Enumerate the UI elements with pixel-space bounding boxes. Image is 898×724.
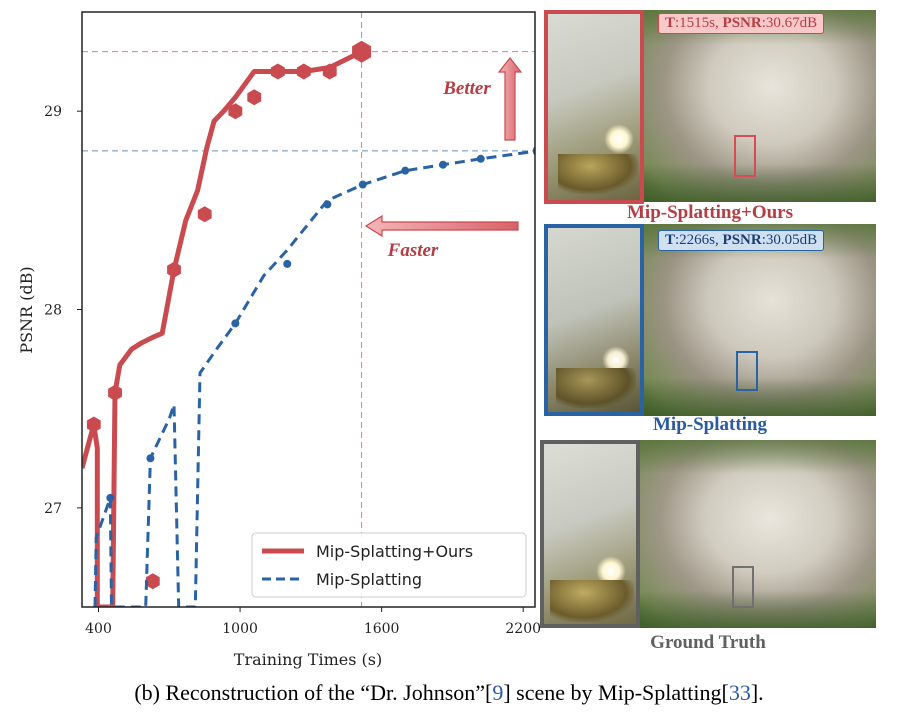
data-point-mip <box>476 154 485 163</box>
x-axis-label: Training Times (s) <box>234 650 382 669</box>
crop-image-mip <box>544 224 644 416</box>
legend-label-ours: Mip-Splatting+Ours <box>316 542 473 561</box>
y-tick-label: 29 <box>44 104 62 120</box>
better-arrow <box>497 57 523 141</box>
data-point-mip <box>438 160 447 169</box>
scene-image-mip: T:2266s, PSNR:30.05dB <box>644 224 876 416</box>
panel-gt <box>540 440 876 628</box>
caption-text-prefix: (b) Reconstruction of the “Dr. Johnson”[ <box>134 680 493 705</box>
x-tick-label: 1000 <box>222 621 258 637</box>
caption-text-middle: ] scene by Mip-Splatting[ <box>503 680 729 705</box>
data-point-mip <box>323 200 332 209</box>
crop-image-gt <box>540 440 640 628</box>
data-point-ours <box>86 416 101 433</box>
badge-ours: T:1515s, PSNR:30.67dB <box>658 13 825 34</box>
faster-annotation: Faster <box>387 240 439 261</box>
psnr-training-time-chart: 400 1000 1600 2200 27 28 29 PSNR (dB) Training… <box>17 11 541 669</box>
crop-image-ours <box>544 10 644 204</box>
label-mip: Mip-Splatting <box>652 414 768 435</box>
chandelier-icon <box>556 368 636 408</box>
better-annotation: Better <box>442 78 491 99</box>
panel-ours: T:1515s, PSNR:30.67dB <box>544 10 876 204</box>
data-point-mip <box>283 259 292 268</box>
chart-legend: Mip-Splatting+Ours Mip-Splatting <box>251 532 527 598</box>
data-point-ours <box>322 63 337 80</box>
data-point-ours <box>352 40 372 63</box>
data-point-mip <box>146 454 155 463</box>
x-tick-label: 2200 <box>505 621 541 637</box>
figure-caption: (b) Reconstruction of the “Dr. Johnson”[… <box>0 680 898 706</box>
data-point-ours <box>167 261 181 278</box>
legend-label-mip: Mip-Splatting <box>316 570 422 589</box>
crop-box-ours <box>734 135 756 177</box>
y-tick-label: 28 <box>44 303 62 319</box>
caption-text-suffix: ]. <box>750 680 764 705</box>
data-point-ours <box>247 89 262 106</box>
data-point-mip <box>358 180 367 189</box>
label-ours: Mip-Splatting+Ours <box>626 202 794 223</box>
chandelier-icon <box>550 580 634 622</box>
citation-link-9[interactable]: 9 <box>492 680 504 705</box>
series-line-ours <box>82 49 363 607</box>
y-tick-label: 27 <box>44 501 62 517</box>
label-gt: Ground Truth <box>650 632 766 653</box>
x-tick-label: 400 <box>85 621 112 637</box>
badge-mip: T:2266s, PSNR:30.05dB <box>658 230 825 251</box>
series-line-mip <box>93 149 535 607</box>
data-point-ours <box>197 206 212 223</box>
crop-box-gt <box>732 566 754 608</box>
data-point-ours <box>228 103 243 120</box>
panel-mip: T:2266s, PSNR:30.05dB <box>544 224 876 416</box>
y-axis-label: PSNR (dB) <box>17 266 36 353</box>
data-point-ours <box>296 63 311 80</box>
data-point-ours <box>145 573 160 590</box>
faster-arrow <box>364 214 519 238</box>
data-point-mip <box>106 493 115 502</box>
scene-image-ours: T:1515s, PSNR:30.67dB <box>644 10 876 202</box>
scene-image-gt <box>640 440 876 628</box>
data-point-ours <box>108 384 122 401</box>
x-tick-label: 1600 <box>364 621 400 637</box>
chandelier-icon <box>558 154 638 194</box>
data-point-mip <box>401 166 410 175</box>
data-point-ours <box>270 63 285 80</box>
candle-glow-icon <box>604 124 634 154</box>
data-point-mip <box>231 319 240 328</box>
citation-link-33[interactable]: 33 <box>728 680 751 705</box>
crop-box-mip <box>736 351 758 391</box>
